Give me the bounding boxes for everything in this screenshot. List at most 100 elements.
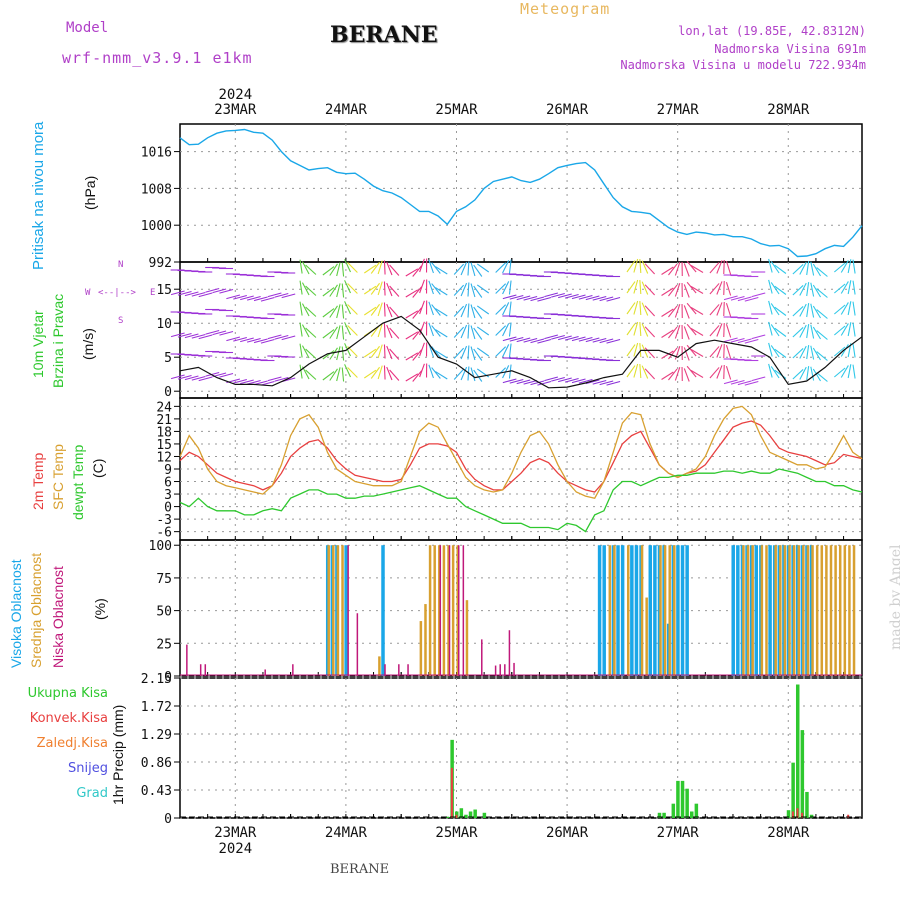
wind-arrow	[219, 372, 234, 378]
wind-arrow	[301, 261, 310, 275]
wind-arrow	[544, 334, 559, 340]
day-label-bottom: 28MAR	[767, 825, 810, 841]
footer-station: BERANE	[330, 862, 390, 877]
wind-arrow	[810, 282, 815, 297]
pressure-tick-label: 1000	[141, 219, 172, 234]
wind-arrow	[470, 304, 476, 319]
wind-arrow	[473, 348, 483, 361]
wind-arrow	[816, 372, 828, 382]
wind-arrow	[299, 322, 303, 337]
wind-arrow	[530, 338, 545, 344]
wind-arrow	[299, 343, 303, 358]
wind-arrow	[419, 279, 425, 294]
wind-arrow	[768, 321, 773, 336]
total-precip-bar	[482, 812, 487, 818]
wind-arrow	[723, 337, 738, 343]
wind-arrow	[412, 349, 423, 361]
wind-arrow	[322, 329, 335, 339]
wind-arrow	[564, 377, 579, 383]
wind-arrow	[683, 368, 690, 382]
mid-cloud-bar	[433, 545, 436, 676]
wind-arrow	[341, 325, 345, 340]
wind-arrow	[523, 379, 538, 385]
wind-arrow	[419, 258, 425, 273]
conv-precip-bar	[455, 814, 458, 818]
wind-arrow	[770, 282, 780, 295]
wind-arrow	[364, 285, 377, 295]
wind-arrow	[744, 380, 759, 386]
wind-arrow	[453, 326, 465, 338]
day-label-top: 24MAR	[325, 102, 368, 118]
wind-arrow	[770, 261, 780, 274]
wind-arrow	[233, 336, 247, 342]
wind-arrow	[674, 325, 681, 339]
mid-cloud-bar	[760, 545, 764, 676]
wind-arrow	[571, 378, 586, 384]
high-cloud-bar	[772, 545, 777, 676]
wind-arrow	[751, 334, 766, 340]
wind-arrow	[329, 347, 338, 360]
wind-arrow	[725, 260, 732, 275]
wind-arrow	[816, 351, 828, 361]
wind-arrow	[170, 332, 185, 338]
wind-arrow	[344, 301, 351, 315]
wind-arrow	[467, 366, 470, 381]
wind-arrow	[253, 338, 268, 344]
precip-tick-label: 1.29	[141, 728, 172, 743]
wind-arrow	[730, 337, 745, 343]
compass-w: W	[85, 288, 91, 298]
wind-arrow	[435, 266, 448, 275]
wind-arrow	[806, 303, 810, 318]
mid-cloud-bar	[848, 545, 851, 676]
wind-arrow	[431, 283, 441, 295]
wind-arrow	[305, 306, 317, 317]
wind-arrow	[840, 281, 849, 294]
chart-title: Meteogram	[520, 0, 611, 18]
low-cloud-bar	[462, 545, 465, 676]
wind-arrow	[377, 260, 383, 275]
wind-arrow	[476, 368, 490, 378]
wind-arrow	[383, 323, 386, 338]
wind-arrow	[260, 296, 275, 302]
mid-cloud-bar	[779, 545, 782, 676]
wind-arrow	[336, 283, 341, 298]
wind-arrow	[184, 291, 199, 297]
wind-arrow	[592, 295, 607, 301]
mid-cloud-bar	[783, 545, 787, 676]
wind-arrow	[419, 363, 425, 378]
wind-arrow	[633, 258, 639, 273]
wind-arrow	[833, 304, 846, 315]
wind-arrow	[246, 337, 261, 343]
day-label-bottom: 26MAR	[546, 825, 589, 841]
pressure-tick-label: 1016	[141, 146, 172, 161]
wind-arrow	[709, 325, 720, 337]
wind-arrow	[336, 262, 341, 277]
wind-arrow	[460, 282, 468, 297]
wind-arrow	[816, 330, 828, 340]
wind-arrow	[233, 294, 247, 300]
wind-arrow	[730, 379, 745, 385]
wind-arrow	[683, 347, 690, 361]
wind-arrow	[495, 262, 507, 273]
wind-arrow	[377, 281, 383, 296]
wind-arrow	[674, 262, 681, 276]
wind-arrow	[683, 326, 690, 340]
temperature-tick-label: 9	[164, 463, 172, 478]
mid-cloud-bar	[746, 545, 750, 676]
wind-arrow	[364, 264, 377, 274]
wind-arrow	[383, 344, 386, 359]
wind-arrow	[431, 262, 441, 274]
wind-arrow	[240, 295, 254, 301]
wind-arrow	[644, 305, 656, 317]
high-cloud-bar	[795, 545, 800, 676]
wind-arrow	[792, 306, 804, 317]
low-cloud-bar	[481, 639, 483, 676]
wind-arrow	[639, 321, 642, 337]
low-cloud-bar	[356, 613, 359, 676]
wind-arrow	[281, 377, 296, 383]
mid-cloud-bar	[668, 545, 671, 676]
wind-arrow	[768, 279, 773, 294]
high-cloud-bar	[805, 545, 809, 676]
wind-arrow	[341, 346, 345, 361]
wind-arrow	[606, 380, 621, 386]
